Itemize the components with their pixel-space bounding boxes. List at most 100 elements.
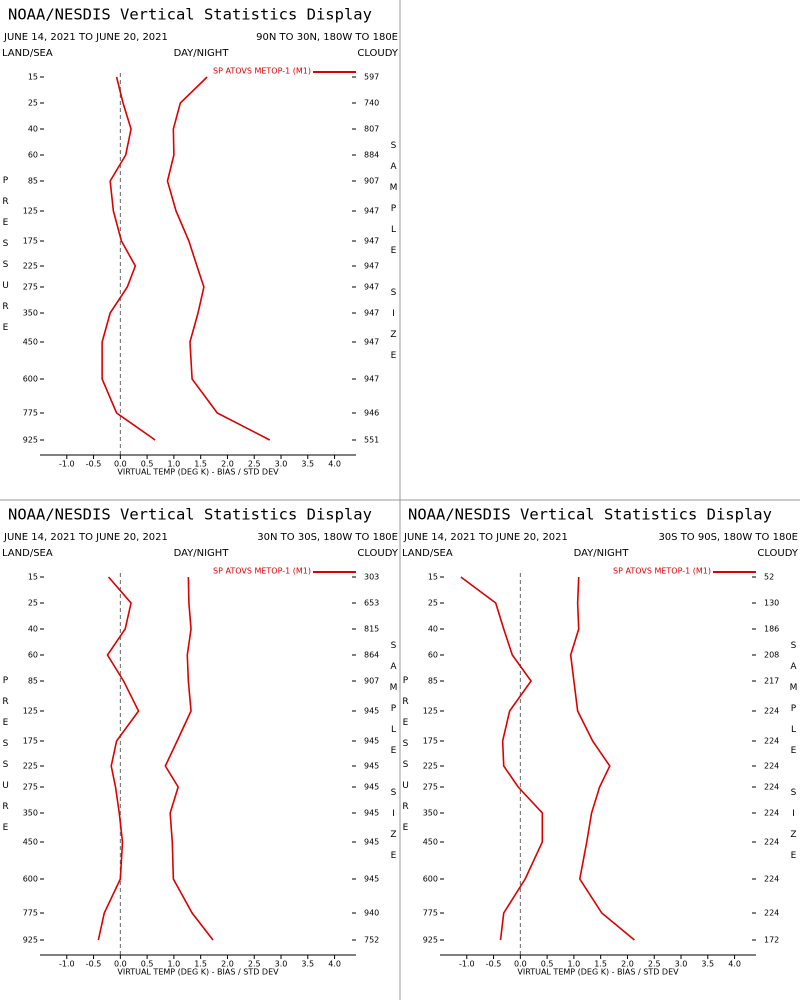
sample-size: 224 [764, 909, 779, 918]
sample-size: 217 [764, 677, 779, 686]
subtitle: JUNE 14, 2021 TO JUNE 20, 2021 [403, 532, 568, 543]
x-tick-label: 4.0 [328, 960, 341, 969]
cloudy: CLOUDY [357, 48, 399, 59]
y-tick-label: 25 [28, 99, 38, 108]
x-tick-label: 0.5 [541, 960, 554, 969]
y-tick-label: 450 [423, 838, 438, 847]
x-tick-label: -0.5 [486, 960, 502, 969]
region: 30N TO 30S, 180W TO 180E [257, 532, 398, 543]
x-tick-label: 1.5 [594, 960, 607, 969]
sample-size: 224 [764, 875, 779, 884]
y-tick-label: 175 [423, 737, 438, 746]
y-tick-label: 225 [23, 762, 38, 771]
x-tick-label: 1.0 [168, 460, 181, 469]
x-tick-label: -1.0 [459, 960, 475, 969]
subtitle: JUNE 14, 2021 TO JUNE 20, 2021 [3, 32, 168, 43]
x-tick-label: 2.5 [248, 460, 261, 469]
sample-size: 224 [764, 762, 779, 771]
sample-size: 945 [364, 707, 379, 716]
x-tick-label: 2.0 [221, 460, 234, 469]
sample-size: 940 [364, 909, 379, 918]
cloudy: CLOUDY [357, 548, 399, 559]
y-tick-label: 40 [28, 125, 38, 134]
y-tick-label: 25 [28, 599, 38, 608]
y-tick-label: 125 [423, 707, 438, 716]
sample-size: 224 [764, 737, 779, 746]
x-tick-label: -0.5 [86, 960, 102, 969]
panel: NOAA/NESDIS Vertical Statistics Display J… [1, 6, 399, 477]
y-tick-label: 40 [28, 625, 38, 634]
y-tick-label: 775 [23, 909, 38, 918]
chart-title: NOAA/NESDIS Vertical Statistics Display [8, 506, 372, 524]
sample-size: 945 [364, 809, 379, 818]
x-tick-label: 0.5 [141, 460, 154, 469]
legend-label: SP ATOVS METOP-1 (M1) [213, 567, 311, 576]
sample-size: 864 [364, 651, 379, 660]
chart-title: NOAA/NESDIS Vertical Statistics Display [8, 6, 372, 24]
y-tick-label: 450 [23, 338, 38, 347]
region: 90N TO 30N, 180W TO 180E [256, 32, 398, 43]
sample-size: 807 [364, 125, 379, 134]
sample-size: 947 [364, 375, 379, 384]
panel: NOAA/NESDIS Vertical Statistics Display J… [401, 506, 799, 977]
sample-size: 752 [364, 936, 379, 945]
y-tick-label: 15 [28, 573, 38, 582]
sample-size: 947 [364, 262, 379, 271]
y-tick-label: 40 [428, 625, 438, 634]
x-tick-label: 4.0 [328, 460, 341, 469]
sample-size: 186 [764, 625, 779, 634]
y-tick-label: 275 [423, 783, 438, 792]
y-tick-label: 175 [23, 237, 38, 246]
x-tick-label: 0.0 [514, 960, 527, 969]
y-tick-label: 600 [23, 375, 38, 384]
sample-size: 907 [364, 177, 379, 186]
sample-size: 224 [764, 707, 779, 716]
day-night: DAY/NIGHT [574, 548, 630, 559]
sample-size: 945 [364, 737, 379, 746]
region: 30S TO 90S, 180W TO 180E [658, 532, 798, 543]
sample-size: 208 [764, 651, 779, 660]
land-sea: LAND/SEA [402, 548, 453, 559]
y-tick-label: 60 [28, 651, 38, 660]
x-tick-label: 1.5 [194, 460, 207, 469]
legend-label: SP ATOVS METOP-1 (M1) [213, 67, 311, 76]
x-tick-label: 0.0 [114, 460, 127, 469]
sample-size: 224 [764, 838, 779, 847]
x-tick-label: 0.5 [141, 960, 154, 969]
sample-size: 172 [764, 936, 779, 945]
x-tick-label: 2.5 [248, 960, 261, 969]
y-tick-label: 925 [23, 436, 38, 445]
y-tick-label: 925 [423, 936, 438, 945]
x-tick-label: 3.5 [301, 960, 314, 969]
y2-axis-label: SAMPLE SIZE [789, 641, 799, 872]
sample-size: 303 [364, 573, 379, 582]
y-tick-label: 15 [28, 73, 38, 82]
sample-size: 947 [364, 283, 379, 292]
y-tick-label: 125 [23, 707, 38, 716]
sample-size: 947 [364, 237, 379, 246]
sample-size: 945 [364, 783, 379, 792]
x-tick-label: 1.0 [168, 960, 181, 969]
y-tick-label: 925 [23, 936, 38, 945]
y-tick-label: 60 [428, 651, 438, 660]
panel: NOAA/NESDIS Vertical Statistics Display J… [1, 506, 399, 977]
land-sea: LAND/SEA [2, 548, 53, 559]
sample-size: 947 [364, 207, 379, 216]
day-night: DAY/NIGHT [174, 548, 230, 559]
cloudy: CLOUDY [757, 548, 799, 559]
legend-label: SP ATOVS METOP-1 (M1) [613, 567, 711, 576]
bias-line [460, 576, 544, 941]
sample-size: 945 [364, 762, 379, 771]
y-tick-label: 350 [423, 809, 438, 818]
x-tick-label: 3.0 [275, 960, 288, 969]
sample-size: 224 [764, 809, 779, 818]
y-tick-label: 600 [423, 875, 438, 884]
y-axis-label: PRESSURE [401, 676, 411, 844]
x-tick-label: -1.0 [59, 960, 75, 969]
chart-title: NOAA/NESDIS Vertical Statistics Display [408, 506, 772, 524]
sample-size: 815 [364, 625, 379, 634]
x-axis-label: VIRTUAL TEMP (DEG K) - BIAS / STD DEV [117, 468, 279, 477]
x-axis-label: VIRTUAL TEMP (DEG K) - BIAS / STD DEV [517, 968, 679, 977]
x-tick-label: 2.5 [648, 960, 661, 969]
